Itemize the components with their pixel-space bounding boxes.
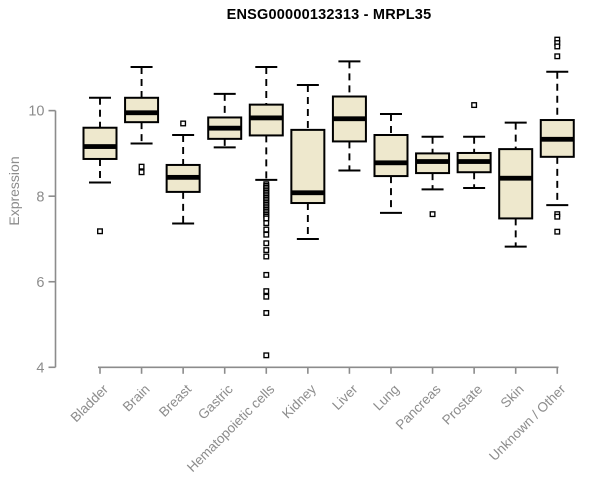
x-tick-label: Lung (370, 382, 402, 414)
outlier-point (263, 240, 270, 247)
x-tick-label: Skin (498, 382, 527, 411)
outlier-point (263, 231, 270, 238)
chart-title: ENSG00000132313 - MRPL35 (226, 7, 432, 23)
x-tick-label: Liver (329, 381, 361, 413)
median-Liver (332, 116, 366, 122)
x-tick-label: Brain (120, 382, 153, 415)
median-Breast (166, 174, 200, 180)
outlier-point (263, 271, 270, 278)
median-Brain (125, 110, 159, 116)
outlier-point (554, 43, 561, 50)
outlier-point (263, 352, 270, 359)
y-axis-title: Expression (6, 156, 22, 226)
outlier-point (263, 309, 270, 316)
box-Lung (373, 134, 409, 178)
box-Brain (124, 96, 160, 124)
y-tick-label: 4 (36, 360, 44, 376)
x-tick-label: Prostate (439, 382, 485, 428)
outlier-point (263, 220, 270, 227)
box-Bladder (82, 126, 118, 160)
x-tick-label: Breast (156, 381, 194, 419)
median-Gastric (208, 125, 242, 131)
x-tick-label: Pancreas (393, 381, 444, 432)
outlier-point (554, 213, 561, 220)
median-Unknown / Other (540, 136, 574, 142)
y-tick-label: 8 (36, 189, 44, 205)
box-Skin (498, 148, 534, 220)
x-tick-label: Kidney (279, 381, 319, 421)
median-Hematopoietic cells (249, 115, 283, 121)
y-tick-label: 10 (28, 104, 44, 120)
outlier-point (180, 120, 187, 127)
outlier-point (97, 228, 103, 235)
median-Lung (374, 160, 408, 166)
x-tick-label: Gastric (195, 381, 236, 422)
outlier-point (263, 215, 270, 222)
outlier-point (138, 169, 145, 176)
median-Skin (499, 175, 533, 181)
x-tick-label: Bladder (68, 381, 112, 425)
outlier-point (554, 228, 561, 235)
outlier-point (138, 163, 145, 170)
y-tick-label: 6 (36, 275, 44, 291)
outlier-point (554, 53, 561, 60)
outlier-point (263, 288, 270, 295)
median-Kidney (291, 190, 325, 196)
median-Pancreas (416, 159, 450, 164)
x-tick-label: Unknown / Other (486, 381, 569, 464)
outlier-point (471, 102, 478, 109)
outlier-point (263, 293, 270, 300)
outlier-point (429, 211, 436, 218)
outlier-point (263, 247, 270, 254)
outlier-point (263, 226, 270, 233)
median-Bladder (83, 144, 117, 149)
outlier-point (263, 253, 270, 260)
median-Prostate (457, 159, 491, 164)
